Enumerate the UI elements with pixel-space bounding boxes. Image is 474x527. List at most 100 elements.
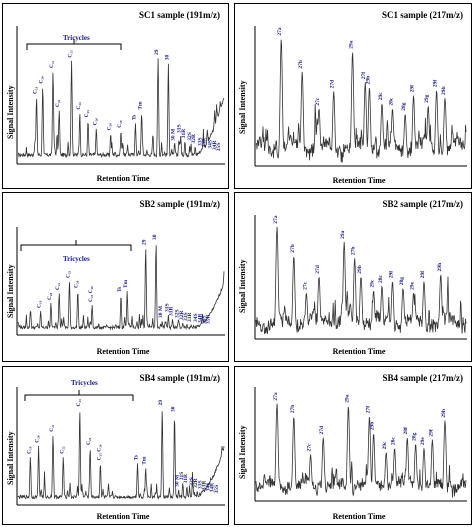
chart-title: SB2 sample (191m/z) — [139, 199, 221, 209]
peak-label: C₂₃ — [76, 399, 82, 407]
peak-label: C₂₀ — [39, 76, 45, 84]
peak-label: 29h — [437, 263, 443, 272]
peak-label: Ts — [131, 115, 137, 120]
tricycles-label: Tricycles — [63, 255, 90, 263]
peak-label: 29c — [370, 279, 376, 288]
y-axis-label: Signal Intensity — [238, 425, 247, 479]
peak-label: 29c — [378, 92, 384, 101]
peak-label: Tm — [123, 279, 129, 288]
y-axis-label: Signal Intensity — [6, 264, 15, 318]
peak-label: 33S — [183, 312, 189, 321]
chart-title: SB2 sample (217m/z) — [382, 199, 464, 209]
peak-label: 27a — [277, 27, 283, 35]
peak-label: 29a — [340, 230, 346, 239]
peak-label: 28c — [391, 437, 397, 446]
peak-label: 28c — [388, 97, 394, 106]
peak-label: 30 M — [171, 128, 177, 141]
peak-label: 33R — [187, 311, 193, 322]
peak-label: 28c — [378, 275, 384, 284]
peak-label: 31S — [164, 303, 170, 312]
peak-label: C₂₀ — [47, 292, 53, 300]
panel-sb4-191: C₁₉ C₂₀ C₂₁ C₂₂ C₂₃ C₂₄ C₂₅ C₂₆ Ts Tm 29 30 30 M 31S… — [2, 366, 229, 525]
peak-label: 28g — [401, 102, 407, 111]
peak-label: C₂₉ — [117, 120, 123, 128]
peak-label: 32R — [193, 477, 199, 488]
peak-label: 34R — [197, 312, 203, 323]
peak-label: C₂₁ — [49, 424, 55, 432]
tricycles-bracket — [26, 43, 122, 50]
peak-label: 30 — [152, 234, 158, 240]
signal-trace — [255, 226, 467, 335]
y-axis-label: Signal Intensity — [6, 85, 15, 139]
peak-label: 28g — [412, 432, 418, 441]
peak-label: 34R — [212, 139, 218, 150]
peak-label: 32S — [187, 132, 193, 141]
signal-trace — [17, 411, 225, 500]
peak-label: 29 — [154, 49, 160, 55]
y-axis-label: Signal Intensity — [238, 80, 247, 134]
peak-label: C₁₉ — [33, 86, 39, 94]
chart-title: SB4 sample (191m/z) — [139, 373, 221, 383]
tricycles-label: Tricycles — [71, 379, 98, 387]
peak-label: 31S — [179, 472, 185, 481]
peak-label: 27f — [365, 406, 371, 414]
y-axis-label: Signal Intensity — [6, 431, 15, 485]
peak-label: C₂₅ — [84, 110, 90, 118]
peak-label: 29a — [344, 394, 350, 403]
peak-label: 29b — [357, 265, 363, 274]
peak-label: C₂₄ — [86, 437, 92, 445]
peak-label: C₂₁ — [49, 60, 55, 68]
peak-label: 29f — [409, 85, 415, 93]
peak-label: 32R — [179, 310, 185, 321]
peak-label: C₂₁ — [55, 282, 61, 290]
peak-label: C₂₂ — [55, 99, 61, 107]
peak-label: 29c — [382, 441, 388, 450]
peak-label: 29 — [142, 239, 148, 245]
peak-label: 27c — [302, 281, 308, 290]
peak-label: 27f — [361, 72, 367, 80]
peak-label: C₁₉ — [26, 446, 32, 454]
x-axis-label: Retention Time — [332, 347, 386, 356]
peak-label: 29f — [428, 429, 434, 437]
peak-label: 32S — [175, 309, 181, 318]
x-axis-label: Retention Time — [332, 512, 386, 521]
peak-label: 33R — [202, 137, 208, 148]
peak-label: 30 M — [175, 474, 181, 487]
peak-label: 30 — [171, 406, 177, 412]
peak-label: 29h — [441, 86, 447, 95]
peak-label: 29f — [420, 271, 426, 279]
peak-label: 33R — [202, 480, 208, 491]
x-axis-label: Retention Time — [96, 347, 150, 356]
peak-label: 31R — [169, 306, 175, 317]
panel-sc1-191: C₁₉ C₂₀ C₂₁ C₂₂ C₂₃ C₂₄ C₂₅ C₂₆ C₂₈ C₂₉ Ts Tm 29 30 30… — [2, 3, 229, 189]
peak-label: Tm — [142, 456, 148, 465]
peak-label: 27d — [330, 80, 336, 89]
peak-label: C₂₃ — [66, 270, 72, 278]
chart-title: SC1 sample (191m/z) — [139, 10, 220, 20]
peak-label: 27a — [273, 392, 279, 401]
peak-label: C₂₈ — [107, 123, 113, 131]
peak-label: C₂₃ — [68, 50, 74, 58]
peak-label: 35R — [206, 314, 212, 325]
chart-title: SC1 sample (217m/z) — [382, 10, 463, 20]
peak-label: 34S — [193, 313, 199, 322]
x-axis-label: Retention Time — [96, 512, 150, 521]
peak-label: 27b — [351, 247, 357, 256]
peak-label: 27d — [315, 265, 321, 274]
peak-label: C₁₉ — [37, 300, 43, 308]
peak-label: Tm — [138, 101, 144, 110]
signal-trace — [17, 245, 225, 331]
signal-trace — [17, 58, 225, 159]
peak-label: 29g — [424, 94, 430, 103]
peak-label: 31R — [181, 128, 187, 139]
peak-label: 27d — [319, 426, 325, 435]
peak-label: 30 — [164, 54, 170, 60]
peak-label: 35S — [202, 315, 208, 324]
panel-sb2-217: 27a 27b 27c 27d 29a 27b 29b 29c 28c 29f 28g 29e 29f 2… — [234, 192, 472, 362]
peak-label: 34S — [208, 140, 214, 149]
peak-label: C₂₄ — [74, 280, 80, 288]
peak-label: 29e — [410, 281, 416, 290]
